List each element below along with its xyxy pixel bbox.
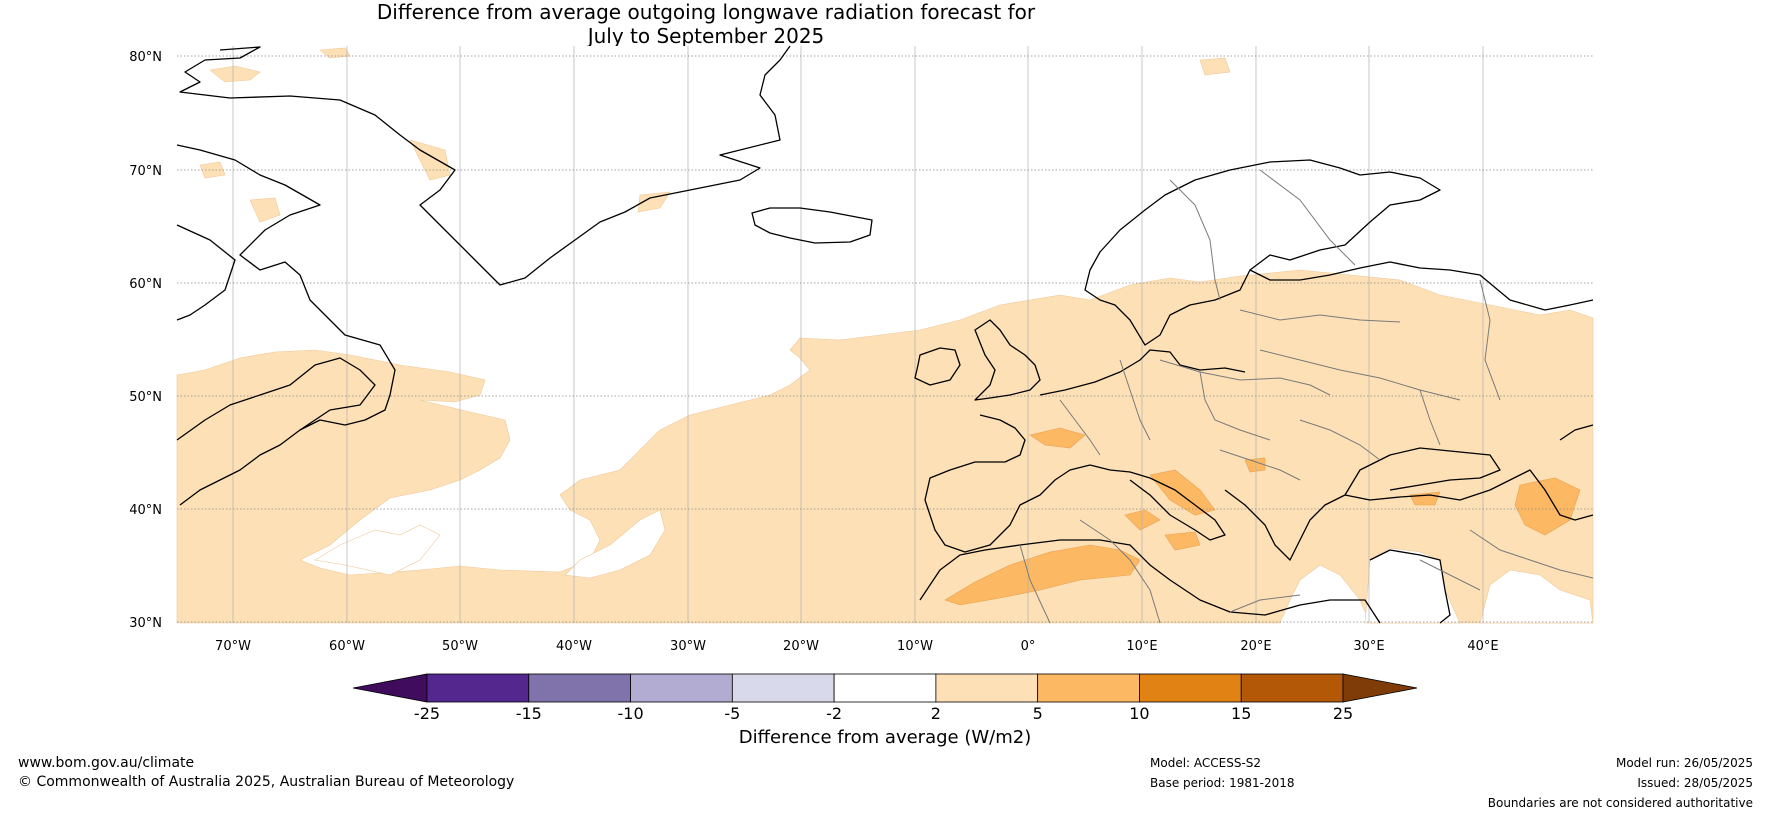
lon-label: 40°W [556, 639, 592, 654]
lat-label: 30°N [129, 616, 162, 631]
coastlines [176, 45, 1594, 624]
lon-label: 0° [1021, 639, 1036, 654]
boundaries-disclaimer: Boundaries are not considered authoritat… [1487, 796, 1753, 810]
lon-label: 30°E [1353, 639, 1384, 654]
colorbar-segment [630, 673, 733, 703]
colorbar [352, 673, 1418, 703]
colorbar-tick-label: 25 [1333, 704, 1353, 723]
lon-label: 20°W [783, 639, 819, 654]
lon-label: 20°E [1240, 639, 1271, 654]
canada-east-coast [176, 357, 376, 441]
lat-label: 50°N [129, 390, 162, 405]
lon-label: 10°W [897, 639, 933, 654]
model-run-date: Model run: 26/05/2025 [1615, 756, 1753, 770]
colorbar-tick-label: 2 [931, 704, 941, 723]
canada-coast [176, 224, 236, 321]
colorbar-segment [528, 673, 631, 703]
copyright-text: © Commonwealth of Australia 2025, Austra… [18, 774, 515, 790]
colorbar-tick-label: -15 [516, 704, 542, 723]
colorbar-tick-label: -2 [826, 704, 842, 723]
britain-coast [974, 319, 1041, 401]
ireland-coast [914, 347, 961, 386]
lon-label: 10°E [1126, 639, 1157, 654]
colorbar-segment [1240, 673, 1344, 703]
lat-label: 40°N [129, 503, 162, 518]
issued-date: Issued: 28/05/2025 [1637, 776, 1753, 790]
colorbar-tick-label: -25 [414, 704, 440, 723]
balkans-coast [1224, 469, 1594, 561]
lat-label: 70°N [129, 164, 162, 179]
africa-coast [919, 539, 1381, 624]
colorbar-segment [935, 673, 1039, 703]
base-period: Base period: 1981-2018 [1150, 776, 1295, 790]
lon-label: 50°W [442, 639, 478, 654]
iberia-coast [924, 414, 1091, 553]
colorbar-tick-label: -10 [617, 704, 643, 723]
title-line-2: July to September 2025 [587, 24, 825, 48]
lon-label: 40°E [1467, 639, 1498, 654]
colorbar-segment [1139, 673, 1242, 703]
caspian-coast [1559, 424, 1594, 441]
colorbar-segment [731, 673, 835, 703]
longitude-gridlines [232, 46, 1484, 623]
colorbar-segment [426, 673, 530, 703]
model-name: Model: ACCESS-S2 [1150, 756, 1262, 770]
colorbar-tick-label: -5 [724, 704, 740, 723]
colorbar-tick-label: 5 [1033, 704, 1043, 723]
colorbar-label: Difference from average (W/m2) [738, 727, 1032, 748]
colorbar-segment [1037, 673, 1140, 703]
scandinavia-coast [1084, 159, 1441, 346]
finland-coast [1249, 261, 1594, 311]
europe-coast [1039, 349, 1246, 396]
colorbar-segment [833, 673, 937, 703]
latitude-labels: 80°N 70°N 60°N 50°N 40°N 30°N [129, 50, 162, 631]
map-title: Difference from average outgoing longwav… [0, 0, 1412, 48]
title-line-1: Difference from average outgoing longwav… [376, 0, 1036, 24]
greenland-coast [179, 45, 791, 286]
lat-label: 60°N [129, 277, 162, 292]
colorbar-ticks: -25 -15 -10 -5 -2 2 5 10 15 25 [414, 704, 1353, 723]
latitude-gridlines [177, 55, 1593, 623]
lon-label: 70°W [215, 639, 251, 654]
baffin-coast [176, 144, 396, 506]
website-link[interactable]: www.bom.gov.au/climate [18, 755, 195, 771]
colorbar-extend-low [352, 673, 428, 703]
lon-label: 60°W [329, 639, 365, 654]
levant-coast [1369, 549, 1451, 624]
colorbar-tick-label: 10 [1129, 704, 1149, 723]
longitude-labels: 70°W 60°W 50°W 40°W 30°W 20°W 10°W 0° 10… [215, 639, 1499, 654]
lat-label: 80°N [129, 50, 162, 65]
colorbar-tick-label: 15 [1231, 704, 1251, 723]
near-average-areas [314, 509, 1594, 624]
country-borders [1019, 169, 1594, 624]
italy-coast [1089, 464, 1226, 541]
lon-label: 30°W [670, 639, 706, 654]
anomaly-5-10-field [944, 427, 1581, 606]
colorbar-extend-high [1342, 673, 1418, 703]
iceland-coast [751, 207, 873, 244]
